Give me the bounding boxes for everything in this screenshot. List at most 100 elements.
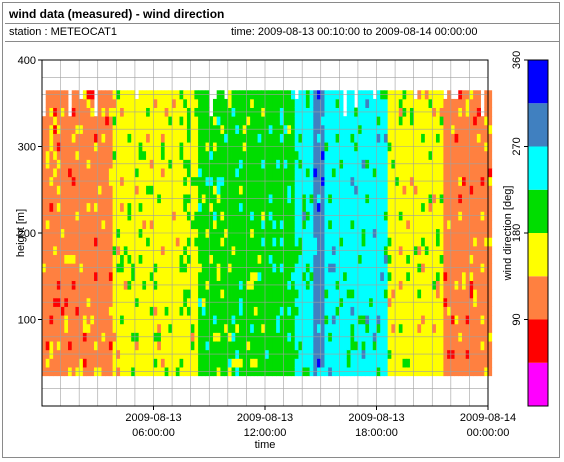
heatmap-cell: [309, 237, 314, 247]
heatmap-cell: [42, 254, 47, 264]
heatmap-cell: [488, 358, 493, 368]
heatmap-cell: [186, 254, 192, 264]
heatmap-cell: [90, 254, 95, 264]
heatmap-cell: [71, 168, 76, 178]
heatmap-cell: [198, 306, 203, 316]
heatmap-cell: [86, 98, 91, 108]
heatmap-cell: [94, 323, 99, 333]
heatmap-cell: [424, 237, 429, 247]
heatmap-cell: [45, 220, 50, 230]
heatmap-cell: [101, 202, 106, 212]
heatmap-cell: [183, 185, 188, 195]
heatmap-cell: [216, 116, 221, 126]
heatmap-cell: [42, 133, 47, 143]
heatmap-cell: [168, 271, 173, 281]
heatmap-cell: [339, 254, 344, 264]
heatmap-cell: [60, 271, 65, 281]
heatmap-cell: [458, 254, 463, 264]
heatmap-cell: [317, 289, 322, 299]
heatmap-cell: [75, 133, 80, 143]
heatmap-cell: [361, 185, 366, 195]
heatmap-cell: [94, 133, 99, 143]
heatmap-cell: [365, 185, 370, 195]
heatmap-cell: [238, 271, 244, 281]
heatmap-cell: [335, 237, 340, 247]
heatmap-cell: [309, 98, 314, 108]
heatmap-cell: [454, 185, 459, 195]
heatmap-cell: [350, 98, 355, 108]
heatmap-cell: [398, 185, 403, 195]
heatmap-cell: [473, 237, 478, 247]
heatmap-cell: [105, 150, 110, 160]
heatmap-cell: [53, 289, 58, 299]
heatmap-cell: [488, 98, 493, 108]
heatmap-cell: [305, 220, 310, 230]
heatmap-cell: [268, 323, 273, 333]
heatmap-cell: [476, 116, 481, 126]
heatmap-cell: [409, 323, 415, 333]
heatmap-cell: [231, 271, 236, 281]
heatmap-cell: [279, 185, 284, 195]
heatmap-cell: [68, 254, 73, 264]
heatmap-cell: [357, 237, 363, 247]
heatmap-cell: [227, 254, 232, 264]
heatmap-cell: [112, 358, 117, 368]
heatmap-cell: [149, 116, 154, 126]
heatmap-cell: [443, 185, 448, 195]
heatmap-cell: [484, 185, 489, 195]
heatmap-cell: [250, 98, 255, 108]
heatmap-cell: [309, 220, 314, 230]
axis-ticks: [38, 59, 489, 410]
heatmap-cell: [365, 341, 370, 351]
heatmap-cell: [216, 323, 221, 333]
heatmap-cell: [406, 133, 411, 143]
heatmap-cell: [153, 323, 158, 333]
heatmap-cell: [357, 202, 363, 212]
heatmap-cell: [153, 98, 158, 108]
heatmap-cell: [406, 237, 411, 247]
heatmap-cell: [112, 271, 117, 281]
heatmap-cell: [186, 220, 192, 230]
heatmap-cell: [343, 323, 348, 333]
heatmap-cell: [116, 185, 121, 195]
heatmap-cell: [421, 220, 426, 230]
heatmap-cell: [149, 98, 154, 108]
heatmap-cell: [172, 98, 177, 108]
heatmap-cell: [198, 202, 203, 212]
heatmap-cell: [220, 150, 225, 160]
heatmap-cell: [75, 271, 80, 281]
heatmap-cell: [413, 116, 418, 126]
heatmap-cell: [86, 237, 91, 247]
x-tick-label-time: 06:00:00: [132, 427, 175, 439]
heatmap-cell: [164, 289, 169, 299]
heatmap-cell: [153, 289, 158, 299]
heatmap-cell: [190, 133, 195, 143]
heatmap-cell: [298, 168, 303, 178]
heatmap-cell: [71, 202, 76, 212]
heatmap-cell: [250, 202, 255, 212]
heatmap-cell: [291, 358, 296, 368]
heatmap-cell: [253, 358, 258, 368]
heatmap-cell: [305, 271, 310, 281]
heatmap-cell: [387, 289, 392, 299]
heatmap-cell: [164, 341, 169, 351]
heatmap-cell: [246, 133, 251, 143]
heatmap-cell: [272, 323, 277, 333]
heatmap-cell: [108, 185, 114, 195]
heatmap-cell: [205, 133, 210, 143]
heatmap-cell: [138, 220, 143, 230]
heatmap-cell: [428, 271, 433, 281]
heatmap-cell: [287, 323, 292, 333]
heatmap-cell: [268, 185, 273, 195]
heatmap-cell: [250, 254, 255, 264]
heatmap-cell: [190, 289, 195, 299]
heatmap-cell: [372, 150, 377, 160]
heatmap-cell: [216, 237, 221, 247]
heatmap-cell: [421, 341, 426, 351]
heatmap-cell: [458, 220, 463, 230]
heatmap-cell: [231, 237, 236, 247]
heatmap-cell: [398, 306, 403, 316]
heatmap-cell: [324, 98, 329, 108]
heatmap-cell: [97, 220, 102, 230]
heatmap-cell: [406, 271, 411, 281]
